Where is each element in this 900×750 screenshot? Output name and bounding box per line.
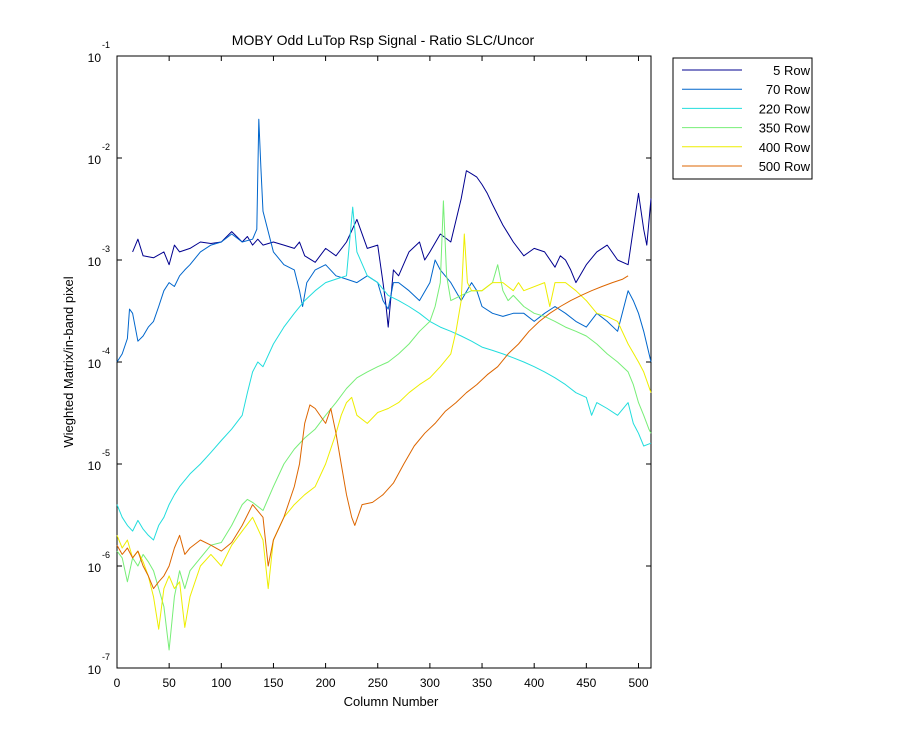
legend-label: 500 Row xyxy=(759,159,811,174)
y-tick-exponent: -4 xyxy=(102,346,110,356)
y-tick-label: 10 xyxy=(88,561,102,575)
x-tick-label: 0 xyxy=(114,676,121,690)
y-tick-label: 10 xyxy=(88,663,102,677)
y-tick-label: 10 xyxy=(88,255,102,269)
series-line-220-row xyxy=(116,206,652,541)
x-tick-label: 100 xyxy=(211,676,231,690)
legend-box xyxy=(672,57,813,180)
x-tick-label: 300 xyxy=(420,676,440,690)
y-tick-label: 10 xyxy=(88,153,102,167)
series-line-70-row xyxy=(116,118,652,363)
y-tick-exponent: -2 xyxy=(102,142,110,152)
x-tick-label: 350 xyxy=(472,676,492,690)
y-tick-exponent: -7 xyxy=(102,652,110,662)
y-tick-label: 10 xyxy=(88,357,102,371)
x-tick-label: 50 xyxy=(162,676,176,690)
series-line-500-row xyxy=(116,275,629,590)
y-tick-exponent: -6 xyxy=(102,550,110,560)
x-tick-label: 500 xyxy=(628,676,648,690)
y-tick-label: 10 xyxy=(88,51,102,65)
x-axis-label: Column Number xyxy=(344,694,439,709)
x-tick-label: 450 xyxy=(576,676,596,690)
y-axis-label: Wieghted Matrix/in-band pixel xyxy=(61,276,76,447)
legend: 5 Row 70 Row 220 Row 350 Row 400 Row 500 Row xyxy=(672,57,813,180)
y-tick-exponent: -1 xyxy=(102,40,110,50)
x-tick-label: 400 xyxy=(524,676,544,690)
series-line-400-row xyxy=(116,233,652,630)
legend-label: 220 Row xyxy=(759,101,811,116)
y-tick-exponent: -5 xyxy=(102,448,110,458)
x-tick-label: 150 xyxy=(263,676,283,690)
y-tick-label: 10 xyxy=(88,459,102,473)
legend-label: 400 Row xyxy=(759,140,811,155)
series-layer xyxy=(116,118,652,651)
legend-label: 350 Row xyxy=(759,121,811,136)
x-tick-label: 200 xyxy=(316,676,336,690)
tick-layer: 0 50 100 150 200 250 300 350 400 450 50010-710-610… xyxy=(88,40,651,690)
chart-title: MOBY Odd LuTop Rsp Signal - Ratio SLC/Un… xyxy=(232,32,535,48)
series-line-350-row xyxy=(116,200,652,651)
legend-label: 5 Row xyxy=(773,63,810,78)
plot-area xyxy=(116,55,652,669)
x-tick-label: 250 xyxy=(368,676,388,690)
legend-label: 70 Row xyxy=(766,82,811,97)
y-tick-exponent: -3 xyxy=(102,244,110,254)
